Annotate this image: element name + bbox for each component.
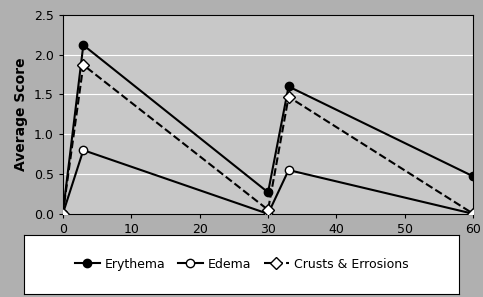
X-axis label: Time (d): Time (d) bbox=[235, 241, 301, 255]
Legend: Erythema, Edema, Crusts & Errosions: Erythema, Edema, Crusts & Errosions bbox=[70, 253, 413, 276]
Y-axis label: Average Score: Average Score bbox=[14, 58, 28, 171]
